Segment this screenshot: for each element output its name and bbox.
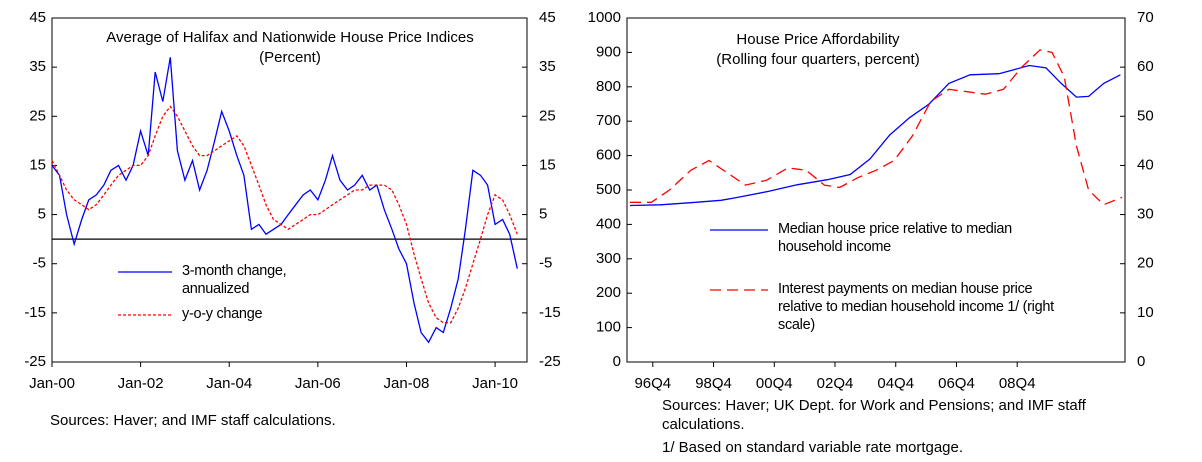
y-tick-label: -5 — [33, 255, 46, 272]
y2-tick-label: 45 — [539, 9, 556, 26]
y2-tick-label: 10 — [1137, 304, 1154, 321]
x-tick-label: 96Q4 — [634, 375, 671, 392]
y-tick-label: 1000 — [588, 9, 621, 26]
x-tick-label: Jan-06 — [295, 375, 341, 392]
series-line — [630, 49, 1123, 206]
y2-tick-label: 20 — [1137, 255, 1154, 272]
y-tick-label: 800 — [596, 78, 621, 95]
y-tick-label: 300 — [596, 250, 621, 267]
x-tick-label: 00Q4 — [756, 375, 793, 392]
series-line — [51, 57, 518, 344]
y-tick-label: 200 — [596, 284, 621, 301]
legend-label: Median house price relative to median ho… — [778, 221, 1012, 255]
x-tick-label: 98Q4 — [695, 375, 732, 392]
legend-label: 3-month change, annualized — [182, 263, 287, 297]
y-tick-label: 400 — [596, 215, 621, 232]
y2-tick-label: -5 — [539, 255, 552, 272]
y-tick-label: 700 — [596, 112, 621, 129]
y2-tick-label: 60 — [1137, 58, 1154, 75]
legend-label: Interest payments on median house price … — [778, 281, 1054, 333]
y2-tick-label: 50 — [1137, 107, 1154, 124]
chart-title: Average of Halifax and Nationwide House … — [106, 29, 473, 46]
y2-tick-label: 70 — [1137, 9, 1154, 26]
x-tick-label: Jan-08 — [384, 375, 430, 392]
plot-frame — [51, 17, 528, 363]
y-tick-label: 5 — [38, 206, 46, 223]
x-tick-label: Jan-04 — [206, 375, 252, 392]
x-tick-label: 04Q4 — [877, 375, 914, 392]
series-line — [51, 105, 518, 324]
chart-subtitle: (Rolling four quarters, percent) — [716, 51, 919, 68]
y-tick-label: 100 — [596, 319, 621, 336]
y2-tick-label: 15 — [539, 156, 556, 173]
y-tick-label: 15 — [29, 156, 46, 173]
y-tick-label: 45 — [29, 9, 46, 26]
y2-tick-label: 0 — [1137, 353, 1145, 370]
y2-tick-label: 25 — [539, 107, 556, 124]
legend-label: y-o-y change — [182, 306, 263, 322]
y-tick-label: 0 — [613, 353, 621, 370]
y-tick-label: 25 — [29, 107, 46, 124]
y-tick-label: 35 — [29, 58, 46, 75]
chart-subtitle: (Percent) — [259, 49, 321, 66]
y2-tick-label: 35 — [539, 58, 556, 75]
series-line — [629, 64, 1121, 207]
x-tick-label: 06Q4 — [938, 375, 975, 392]
chart-title: House Price Affordability — [736, 31, 900, 48]
y-tick-label: 500 — [596, 181, 621, 198]
y2-tick-label: -25 — [539, 353, 561, 370]
x-tick-label: 02Q4 — [817, 375, 854, 392]
y-tick-label: 900 — [596, 43, 621, 60]
y2-tick-label: 5 — [539, 206, 547, 223]
x-tick-label: Jan-00 — [29, 375, 75, 392]
y-tick-label: -25 — [24, 353, 46, 370]
source-note: Sources: Haver; UK Dept. for Work and Pe… — [662, 397, 1086, 433]
footnote: 1/ Based on standard variable rate mortg… — [662, 439, 964, 456]
x-tick-label: Jan-02 — [118, 375, 164, 392]
y2-tick-label: -15 — [539, 304, 561, 321]
y2-tick-label: 40 — [1137, 156, 1154, 173]
source-note: Sources: Haver; and IMF staff calculatio… — [50, 412, 336, 429]
x-tick-label: Jan-10 — [472, 375, 518, 392]
x-tick-label: 08Q4 — [999, 375, 1036, 392]
y-tick-label: -15 — [24, 304, 46, 321]
y2-tick-label: 30 — [1137, 206, 1154, 223]
y-tick-label: 600 — [596, 147, 621, 164]
